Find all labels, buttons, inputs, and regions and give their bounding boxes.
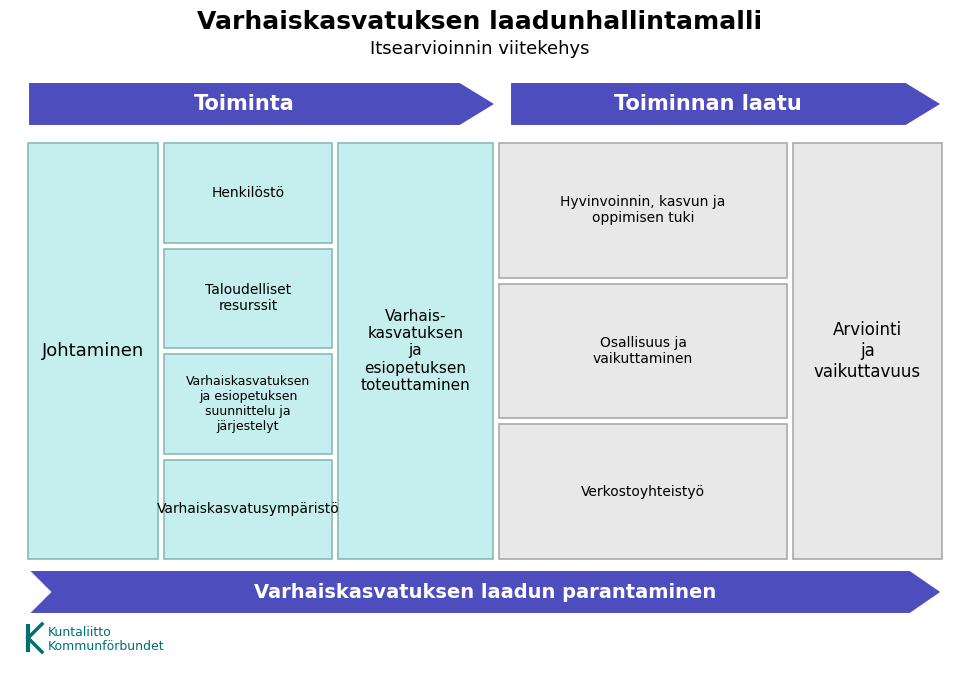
Text: Varhaiskasvatusympäristö: Varhaiskasvatusympäristö xyxy=(156,502,340,516)
Bar xyxy=(164,143,332,242)
Text: Taloudelliset
resurssit: Taloudelliset resurssit xyxy=(204,283,291,313)
Text: Varhaiskasvatuksen laadun parantaminen: Varhaiskasvatuksen laadun parantaminen xyxy=(253,583,716,602)
Text: Itsearvioinnin viitekehys: Itsearvioinnin viitekehys xyxy=(371,40,589,58)
Text: Toiminnan laatu: Toiminnan laatu xyxy=(614,94,802,114)
Text: Varhais-
kasvatuksen
ja
esiopetuksen
toteuttaminen: Varhais- kasvatuksen ja esiopetuksen tot… xyxy=(361,309,470,393)
Bar xyxy=(28,143,158,559)
Text: Henkilöstö: Henkilöstö xyxy=(211,186,284,200)
Bar xyxy=(338,143,493,559)
Text: Kommunförbundet: Kommunförbundet xyxy=(48,640,164,653)
Text: Toiminta: Toiminta xyxy=(194,94,295,114)
Text: Arviointi
ja
vaikuttavuus: Arviointi ja vaikuttavuus xyxy=(814,321,921,381)
Polygon shape xyxy=(510,82,942,126)
Text: Johtaminen: Johtaminen xyxy=(42,342,144,360)
Text: Varhaiskasvatuksen
ja esiopetuksen
suunnittelu ja
järjestelyt: Varhaiskasvatuksen ja esiopetuksen suunn… xyxy=(186,375,310,433)
Bar xyxy=(499,424,787,559)
Bar xyxy=(793,143,942,559)
Bar xyxy=(164,460,332,559)
Text: Verkostoyhteistyö: Verkostoyhteistyö xyxy=(581,485,705,498)
Bar xyxy=(164,249,332,348)
Text: Hyvinvoinnin, kasvun ja
oppimisen tuki: Hyvinvoinnin, kasvun ja oppimisen tuki xyxy=(561,196,726,225)
Polygon shape xyxy=(28,82,496,126)
Text: Kuntaliitto: Kuntaliitto xyxy=(48,625,111,638)
Polygon shape xyxy=(28,570,942,614)
Text: Osallisuus ja
vaikuttaminen: Osallisuus ja vaikuttaminen xyxy=(593,336,693,366)
Text: Varhaiskasvatuksen laadunhallintamalli: Varhaiskasvatuksen laadunhallintamalli xyxy=(198,10,762,34)
Bar xyxy=(499,143,787,278)
Bar xyxy=(499,284,787,418)
Bar xyxy=(164,354,332,454)
